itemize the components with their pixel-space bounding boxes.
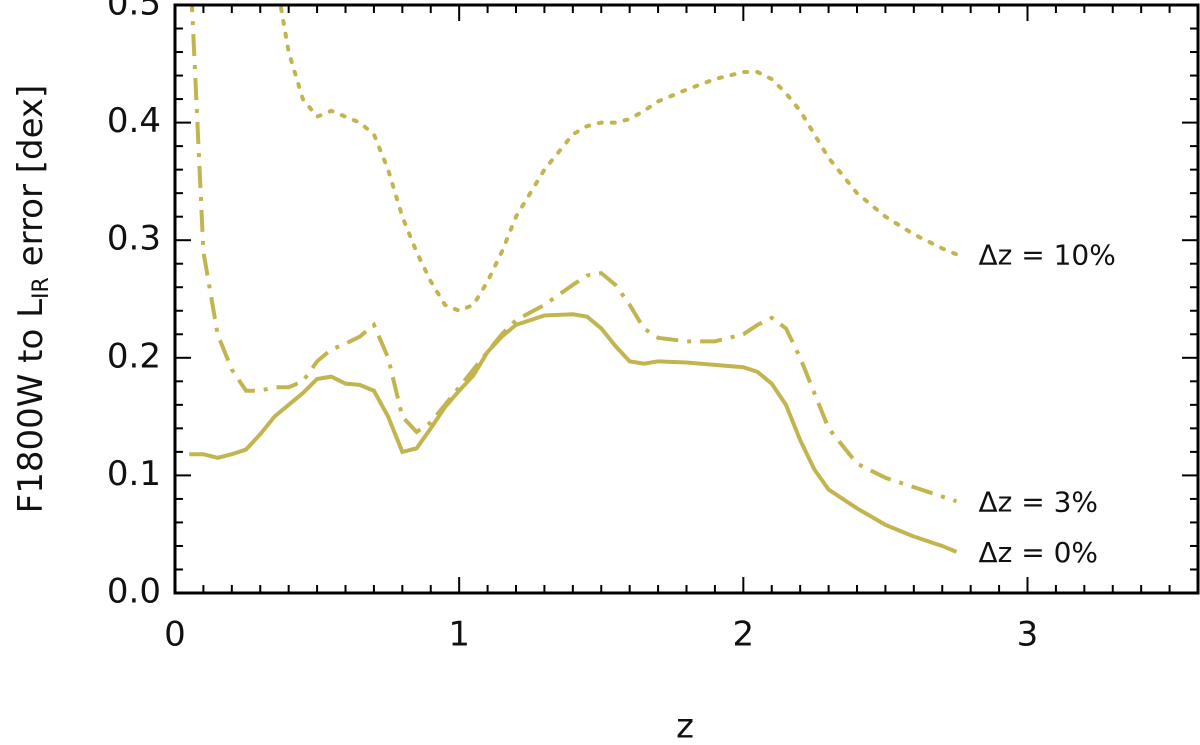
series-line (189, 312, 958, 554)
y-axis-label: F1800W to LIR error [dex] (11, 85, 55, 514)
y-tick-label: 0.5 (107, 0, 161, 24)
x-axis-label: z (676, 707, 694, 745)
x-tick-label: 0 (164, 615, 186, 655)
y-tick-label: 0.4 (107, 101, 161, 141)
x-tick-label: 3 (1017, 615, 1039, 655)
series-line (189, 5, 958, 504)
y-tick-label: 0.1 (107, 454, 161, 494)
series-label: Δz = 10% (978, 238, 1115, 271)
series-line (278, 5, 959, 313)
y-axis-label-main: F1800W to L (11, 299, 51, 513)
y-tick-label: 0.0 (107, 572, 161, 612)
x-tick-label: 2 (733, 615, 755, 655)
plot-area (189, 5, 959, 554)
series-label: Δz = 3% (978, 485, 1098, 518)
x-tick-label: 1 (448, 615, 470, 655)
y-axis-label-sub: IR (29, 277, 54, 299)
y-tick-label: 0.2 (107, 336, 161, 376)
series-label: Δz = 0% (978, 536, 1098, 569)
y-axis-label-end: error [dex] (11, 85, 51, 277)
y-tick-label: 0.3 (107, 219, 161, 259)
